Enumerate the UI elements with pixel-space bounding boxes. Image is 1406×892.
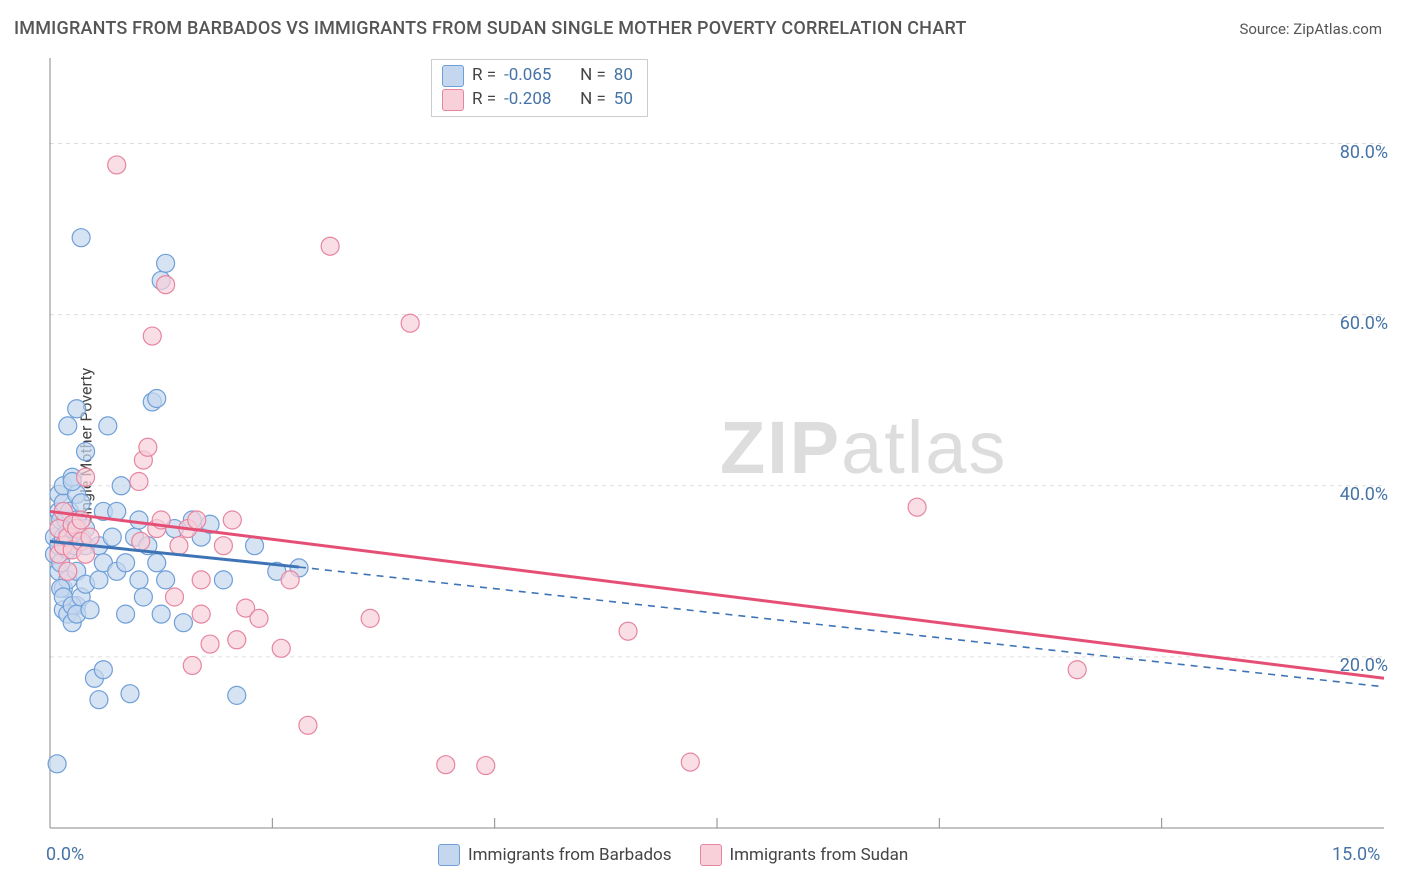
data-point	[246, 537, 264, 555]
data-point	[94, 661, 112, 679]
data-point	[272, 639, 290, 657]
data-point	[121, 685, 139, 703]
data-point	[90, 691, 108, 709]
data-point	[214, 537, 232, 555]
data-point	[214, 571, 232, 589]
data-point	[148, 390, 166, 408]
legend-r-value: -0.065	[504, 64, 551, 88]
x-tick-label: 15.0%	[1332, 844, 1380, 865]
legend-n-label: N =	[580, 88, 606, 112]
data-point	[174, 614, 192, 632]
data-point	[48, 755, 66, 773]
data-point	[117, 554, 135, 572]
data-point	[361, 609, 379, 627]
series-legend-item: Immigrants from Barbados	[438, 844, 672, 866]
correlation-legend-row: R = -0.208 N = 50	[442, 88, 633, 112]
data-point	[157, 254, 175, 272]
data-point	[437, 756, 455, 774]
data-point	[103, 528, 121, 546]
data-point	[201, 635, 219, 653]
correlation-legend: R = -0.065 N = 80R = -0.208 N = 50	[431, 59, 648, 117]
data-point	[228, 631, 246, 649]
scatter-chart	[0, 0, 1406, 892]
y-tick-label: 40.0%	[1340, 484, 1388, 505]
data-point	[77, 468, 95, 486]
data-point	[166, 588, 184, 606]
legend-swatch	[438, 844, 460, 866]
data-point	[223, 511, 241, 529]
data-point	[139, 438, 157, 456]
regression-lines	[50, 511, 1384, 686]
y-tick-label: 20.0%	[1340, 655, 1388, 676]
data-point	[170, 537, 188, 555]
y-tick-label: 60.0%	[1340, 313, 1388, 334]
data-point	[112, 477, 130, 495]
series-legend-label: Immigrants from Barbados	[468, 845, 672, 865]
legend-swatch	[700, 844, 722, 866]
watermark: ZIPatlas	[720, 405, 1007, 490]
data-point	[99, 417, 117, 435]
series-legend-item: Immigrants from Sudan	[700, 844, 909, 866]
data-point	[148, 554, 166, 572]
legend-r-label: R =	[472, 64, 496, 88]
data-point	[157, 571, 175, 589]
data-point	[908, 498, 926, 516]
data-point	[1068, 661, 1086, 679]
data-point	[681, 753, 699, 771]
data-point	[619, 622, 637, 640]
data-point	[299, 716, 317, 734]
data-point	[192, 605, 210, 623]
data-point	[157, 276, 175, 294]
data-point	[130, 511, 148, 529]
data-point	[108, 156, 126, 174]
data-point	[477, 757, 495, 775]
legend-r-value: -0.208	[504, 88, 551, 112]
data-point	[321, 237, 339, 255]
correlation-legend-row: R = -0.065 N = 80	[442, 64, 633, 88]
data-point	[152, 605, 170, 623]
data-point	[228, 686, 246, 704]
legend-n-value: 50	[614, 88, 633, 112]
legend-n-label: N =	[580, 64, 606, 88]
data-point	[134, 588, 152, 606]
x-tick-label: 0.0%	[46, 844, 84, 865]
legend-swatch	[442, 65, 464, 87]
data-point	[59, 417, 77, 435]
regression-line-extrapolated	[299, 567, 1384, 687]
data-point	[250, 609, 268, 627]
data-point	[401, 314, 419, 332]
y-tick-label: 80.0%	[1340, 142, 1388, 163]
data-point	[72, 229, 90, 247]
legend-swatch	[442, 89, 464, 111]
data-point	[68, 400, 86, 418]
data-point	[130, 473, 148, 491]
series-legend-label: Immigrants from Sudan	[730, 845, 909, 865]
data-point	[281, 571, 299, 589]
legend-n-value: 80	[614, 64, 633, 88]
data-point	[188, 511, 206, 529]
data-point	[90, 571, 108, 589]
data-point	[72, 494, 90, 512]
data-point	[183, 656, 201, 674]
regression-line	[50, 511, 1384, 678]
data-point	[130, 571, 148, 589]
data-point	[59, 562, 77, 580]
data-point	[117, 605, 135, 623]
watermark-bold: ZIP	[720, 406, 841, 489]
data-point	[143, 327, 161, 345]
data-point	[132, 532, 150, 550]
data-point	[192, 571, 210, 589]
data-point	[77, 443, 95, 461]
watermark-rest: atlas	[841, 406, 1007, 489]
series-legend: Immigrants from Barbados Immigrants from …	[438, 844, 908, 866]
data-point	[81, 601, 99, 619]
legend-r-label: R =	[472, 88, 496, 112]
data-point	[77, 545, 95, 563]
